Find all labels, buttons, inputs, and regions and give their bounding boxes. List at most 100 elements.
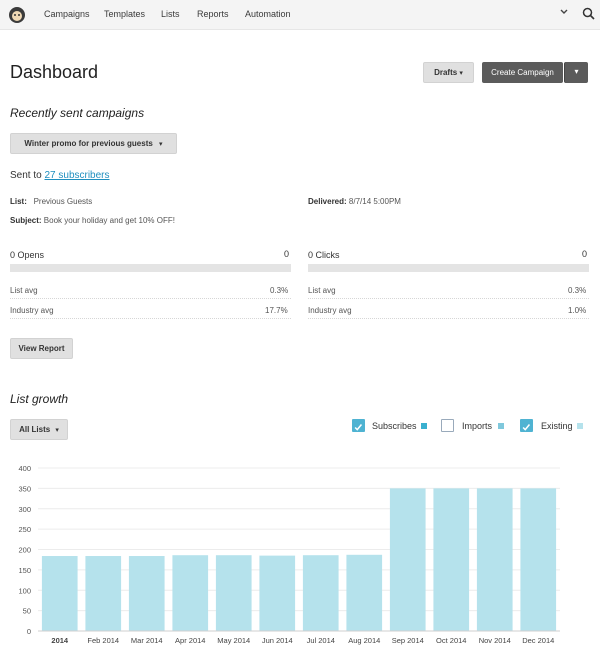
opens-list-avg-value: 0.3%	[270, 286, 289, 295]
clicks-list-avg-label: List avg	[308, 286, 336, 295]
sent-to-line: Sent to 27 subscribers	[10, 170, 110, 181]
opens-industry-avg-value: 17.7%	[265, 306, 288, 315]
y-tick-label: 250	[18, 525, 31, 534]
list-growth-chart: 0 50 100 150 200 250 300 350 400 2014 Feb 2014 Mar …	[18, 464, 560, 645]
nav-automation[interactable]: Automation	[245, 9, 291, 19]
search-icon[interactable]	[582, 7, 595, 20]
divider	[10, 298, 291, 299]
y-tick-label: 350	[18, 484, 31, 493]
delivered-label: Delivered:	[308, 197, 347, 206]
bar	[389, 488, 426, 631]
divider	[308, 318, 589, 319]
monkey-logo-icon[interactable]	[8, 6, 26, 24]
recent-campaigns-heading: Recently sent campaigns	[10, 106, 145, 120]
clicks-list-avg-value: 0.3%	[568, 286, 587, 295]
bar	[128, 556, 165, 631]
opens-list-avg-label: List avg	[10, 286, 38, 295]
checkmark-icon	[354, 424, 363, 431]
x-tick-label: Aug 2014	[348, 636, 380, 645]
existing-label: Existing	[541, 421, 573, 431]
subject-info: Subject: Book your holiday and get 10% O…	[10, 216, 175, 225]
y-tick-label: 200	[18, 546, 31, 555]
subscribes-swatch	[421, 423, 427, 429]
subscribers-link[interactable]: 27 subscribers	[44, 170, 110, 181]
all-lists-select[interactable]: All Lists ▾	[10, 419, 68, 440]
y-tick-label: 50	[23, 607, 31, 616]
delivered-value: 8/7/14 5:00PM	[348, 197, 401, 206]
clicks-count: 0	[582, 249, 588, 259]
delivered-info: Delivered: 8/7/14 5:00PM	[308, 197, 401, 206]
bar	[85, 556, 122, 631]
chevron-down-icon: ▾	[55, 427, 59, 434]
nav-reports[interactable]: Reports	[197, 9, 229, 19]
opens-label: 0 Opens	[10, 250, 45, 260]
divider	[10, 318, 291, 319]
y-tick-label: 0	[27, 627, 31, 636]
x-tick-label: Nov 2014	[479, 636, 511, 645]
drafts-button[interactable]: Drafts ▾	[423, 62, 474, 83]
x-tick-label: May 2014	[217, 636, 250, 645]
imports-checkbox[interactable]	[441, 419, 454, 432]
existing-swatch	[577, 423, 583, 429]
bar	[41, 556, 78, 631]
subscribes-label: Subscribes	[372, 421, 417, 431]
campaign-select[interactable]: Winter promo for previous guests ▾	[10, 133, 177, 154]
x-tick-label: 2014	[51, 636, 69, 645]
bar	[433, 488, 470, 631]
drafts-button-label: Drafts	[434, 68, 458, 77]
page-title: Dashboard	[10, 62, 99, 82]
clicks-industry-avg-label: Industry avg	[308, 306, 352, 315]
subject-value: Book your holiday and get 10% OFF!	[43, 216, 175, 225]
bar	[476, 488, 513, 631]
campaign-select-label: Winter promo for previous guests	[24, 139, 153, 148]
x-tick-label: Jun 2014	[262, 636, 293, 645]
x-tick-label: Jul 2014	[307, 636, 335, 645]
y-tick-label: 300	[18, 505, 31, 514]
create-campaign-button[interactable]: Create Campaign	[482, 62, 563, 83]
imports-label: Imports	[462, 421, 493, 431]
create-campaign-menu-button[interactable]: ▾	[564, 62, 588, 83]
bar	[172, 555, 209, 631]
bar	[302, 555, 339, 631]
checkmark-icon	[522, 424, 531, 431]
bar	[520, 488, 557, 631]
x-tick-label: Sep 2014	[392, 636, 424, 645]
opens-progress-bar	[10, 264, 291, 272]
x-tick-label: Dec 2014	[522, 636, 554, 645]
bar	[259, 555, 296, 631]
sent-to-prefix: Sent to	[10, 170, 42, 181]
x-tick-label: Feb 2014	[87, 636, 119, 645]
subject-label: Subject:	[10, 216, 42, 225]
list-value: Previous Guests	[33, 197, 93, 206]
list-growth-heading: List growth	[10, 392, 69, 406]
view-report-button[interactable]: View Report	[10, 338, 73, 359]
y-tick-label: 400	[18, 464, 31, 473]
chevron-down-icon: ▾	[459, 70, 463, 77]
y-tick-label: 100	[18, 586, 31, 595]
chevron-down-icon: ▾	[574, 67, 579, 76]
bar	[215, 555, 252, 631]
clicks-industry-avg-value: 1.0%	[568, 306, 587, 315]
subscribes-checkbox[interactable]	[352, 419, 365, 432]
opens-industry-avg-label: Industry avg	[10, 306, 54, 315]
opens-count: 0	[284, 249, 290, 259]
x-tick-label: Oct 2014	[436, 636, 466, 645]
clicks-progress-bar	[308, 264, 589, 272]
clicks-label: 0 Clicks	[308, 250, 340, 260]
nav-campaigns[interactable]: Campaigns	[44, 9, 90, 19]
list-label: List:	[10, 197, 27, 206]
imports-swatch	[498, 423, 504, 429]
list-info: List: Previous Guests	[10, 197, 92, 206]
bar	[346, 554, 383, 631]
all-lists-label: All Lists	[19, 425, 51, 434]
x-tick-label: Apr 2014	[175, 636, 205, 645]
x-tick-label: Mar 2014	[131, 636, 163, 645]
chevron-down-icon[interactable]	[559, 7, 569, 17]
chevron-down-icon: ▾	[159, 141, 163, 148]
existing-checkbox[interactable]	[520, 419, 533, 432]
nav-lists[interactable]: Lists	[161, 9, 180, 19]
y-tick-label: 150	[18, 566, 31, 575]
top-nav: Campaigns Templates Lists Reports Automa…	[0, 0, 600, 30]
nav-templates[interactable]: Templates	[104, 9, 146, 19]
divider	[308, 298, 589, 299]
